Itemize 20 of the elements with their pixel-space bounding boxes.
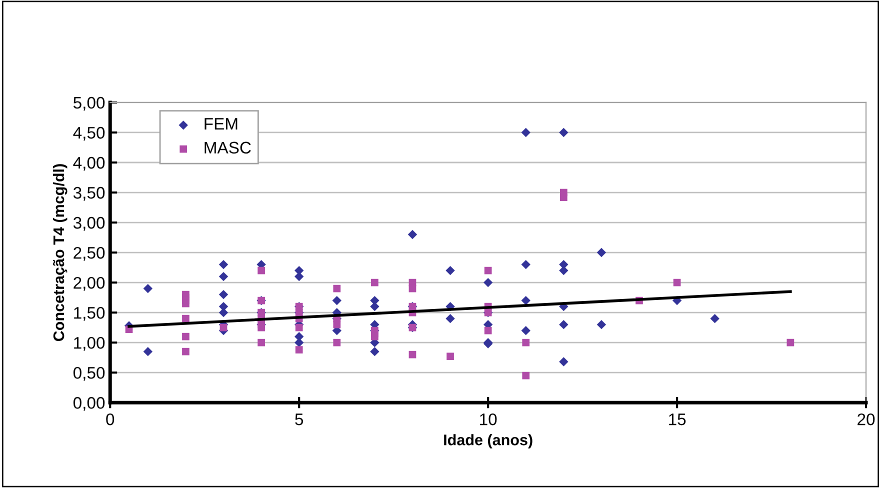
- x-tick-label: 20: [858, 413, 875, 426]
- x-tick-label: 0: [106, 413, 114, 426]
- y-tick-label: 2,00: [74, 276, 105, 291]
- x-tick-label: 5: [295, 414, 304, 426]
- y-tick-label: 3,50: [73, 186, 105, 201]
- y-tick-label: 3,00: [73, 216, 105, 231]
- x-tick-label: 10: [480, 413, 497, 426]
- y-axis-title: Concetração T4 (mcg/dl): [52, 164, 68, 342]
- y-tick-label: 1,00: [74, 336, 105, 351]
- y-tick-label: 5,00: [73, 96, 105, 111]
- legend-label: MASC: [204, 142, 251, 154]
- x-axis-title: Idade (anos): [444, 434, 532, 448]
- x-tick-label: 15: [669, 414, 686, 426]
- y-tick-label: 4,50: [73, 126, 105, 141]
- legend-label: FEM: [204, 118, 238, 130]
- y-tick-label: 2,50: [74, 246, 105, 261]
- y-tick-label: 1,50: [74, 306, 105, 321]
- y-tick-label: 0,50: [73, 366, 105, 381]
- y-tick-label: 4,00: [73, 156, 105, 171]
- y-tick-label: 0,00: [73, 397, 105, 411]
